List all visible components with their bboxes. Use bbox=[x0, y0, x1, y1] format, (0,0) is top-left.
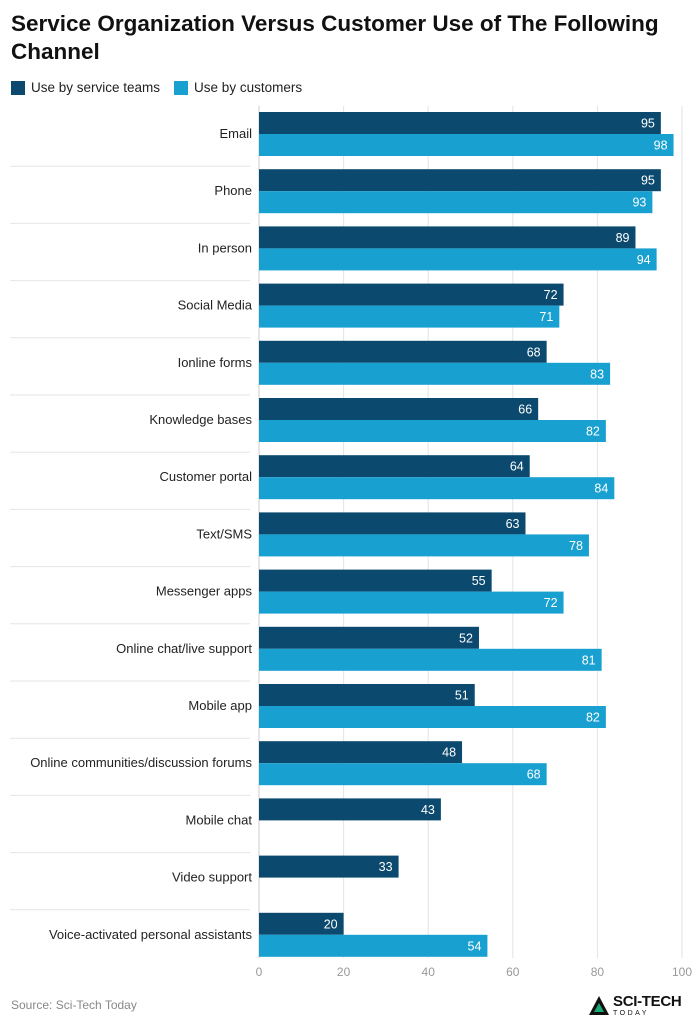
category-label: In person bbox=[198, 240, 252, 255]
data-label: 71 bbox=[539, 310, 553, 324]
category-label: Ionline forms bbox=[178, 355, 253, 370]
data-label: 83 bbox=[590, 367, 604, 381]
data-label: 68 bbox=[527, 768, 541, 782]
category-label: Video support bbox=[172, 870, 252, 885]
data-label: 68 bbox=[527, 345, 541, 359]
x-tick-label: 20 bbox=[337, 965, 351, 979]
x-tick-label: 80 bbox=[591, 965, 605, 979]
bar-customers bbox=[259, 305, 560, 328]
category-label: Mobile app bbox=[188, 698, 252, 713]
bar-service-teams bbox=[259, 226, 636, 249]
sci-tech-logo: SCI-TECH TODAY bbox=[588, 993, 682, 1017]
category-label: Mobile chat bbox=[186, 812, 253, 827]
bar-service-teams bbox=[259, 569, 492, 592]
bar-service-teams bbox=[259, 169, 661, 192]
data-label: 51 bbox=[455, 689, 469, 703]
logo-mark-icon bbox=[588, 995, 610, 1017]
legend-item-customers: Use by customers bbox=[174, 80, 302, 95]
data-label: 95 bbox=[641, 117, 655, 131]
category-label: Voice-activated personal assistants bbox=[49, 927, 253, 942]
chart-title: Service Organization Versus Customer Use… bbox=[11, 11, 659, 64]
data-label: 33 bbox=[379, 860, 393, 874]
bar-service-teams bbox=[259, 398, 539, 420]
data-label: 84 bbox=[594, 482, 608, 496]
data-label: 20 bbox=[324, 917, 338, 931]
legend: Use by service teams Use by customers bbox=[11, 80, 316, 95]
legend-swatch-customers bbox=[174, 80, 189, 95]
x-tick-label: 40 bbox=[422, 965, 436, 979]
bar-customers bbox=[259, 362, 611, 385]
category-label: Customer portal bbox=[160, 469, 253, 484]
bar-service-teams bbox=[259, 798, 441, 821]
legend-label-service: Use by service teams bbox=[31, 80, 161, 95]
bar-customers bbox=[259, 420, 606, 442]
bar-service-teams bbox=[259, 626, 479, 649]
bar-service-teams bbox=[259, 340, 547, 363]
data-label: 89 bbox=[616, 231, 630, 245]
bar-customers bbox=[259, 706, 606, 728]
category-label: Messenger apps bbox=[156, 584, 253, 599]
bar-customers bbox=[259, 591, 564, 614]
logo-main-text: SCI-TECH bbox=[613, 993, 682, 1010]
bar-customers bbox=[259, 934, 488, 957]
data-label: 82 bbox=[586, 711, 600, 725]
bar-chart: 0 20 40 60 80 100 Email 95 98 Phone 95 93 In person 8… bbox=[10, 106, 692, 979]
legend-item-service: Use by service teams bbox=[11, 80, 160, 95]
x-tick-label: 100 bbox=[672, 965, 692, 979]
data-label: 95 bbox=[641, 174, 655, 188]
category-label: Social Media bbox=[178, 298, 253, 313]
data-label: 81 bbox=[582, 653, 596, 667]
bar-service-teams bbox=[259, 741, 463, 764]
x-tick-label: 60 bbox=[506, 965, 520, 979]
data-label: 66 bbox=[518, 403, 532, 417]
bar-customers bbox=[259, 648, 602, 671]
logo-sub-text: TODAY bbox=[613, 1010, 649, 1017]
category-label: Text/SMS bbox=[196, 526, 252, 541]
bar-service-teams bbox=[259, 112, 661, 134]
data-label: 55 bbox=[472, 574, 486, 588]
data-label: 94 bbox=[637, 253, 651, 267]
legend-swatch-service bbox=[11, 80, 25, 95]
data-label: 43 bbox=[421, 803, 435, 817]
category-label: Phone bbox=[214, 183, 252, 198]
data-label: 72 bbox=[544, 596, 558, 610]
bar-service-teams bbox=[259, 283, 564, 306]
bar-service-teams bbox=[259, 912, 344, 935]
data-label: 82 bbox=[586, 425, 600, 439]
legend-label-customers: Use by customers bbox=[194, 80, 303, 95]
data-label: 64 bbox=[510, 460, 524, 474]
data-label: 93 bbox=[632, 196, 646, 210]
x-tick-label: 0 bbox=[256, 965, 263, 979]
data-label: 72 bbox=[544, 288, 558, 302]
data-label: 78 bbox=[569, 539, 583, 553]
bar-service-teams bbox=[259, 855, 399, 878]
category-label: Knowledge bases bbox=[149, 412, 252, 427]
source-note: Source: Sci-Tech Today bbox=[11, 998, 137, 1012]
category-label: Online chat/live support bbox=[116, 641, 252, 656]
data-label: 48 bbox=[442, 746, 456, 760]
bar-customers bbox=[259, 134, 674, 156]
bar-customers bbox=[259, 477, 615, 500]
data-label: 52 bbox=[459, 631, 473, 645]
data-label: 98 bbox=[654, 139, 668, 153]
bar-customers bbox=[259, 248, 657, 271]
category-label: Online communities/discussion forums bbox=[30, 755, 252, 770]
bar-customers bbox=[259, 191, 653, 214]
bar-customers bbox=[259, 763, 547, 786]
bar-customers bbox=[259, 534, 589, 557]
bar-service-teams bbox=[259, 684, 475, 706]
data-label: 63 bbox=[506, 517, 520, 531]
category-label: Email bbox=[219, 126, 252, 141]
bar-service-teams bbox=[259, 455, 530, 478]
bar-service-teams bbox=[259, 512, 526, 535]
data-label: 54 bbox=[468, 939, 482, 953]
